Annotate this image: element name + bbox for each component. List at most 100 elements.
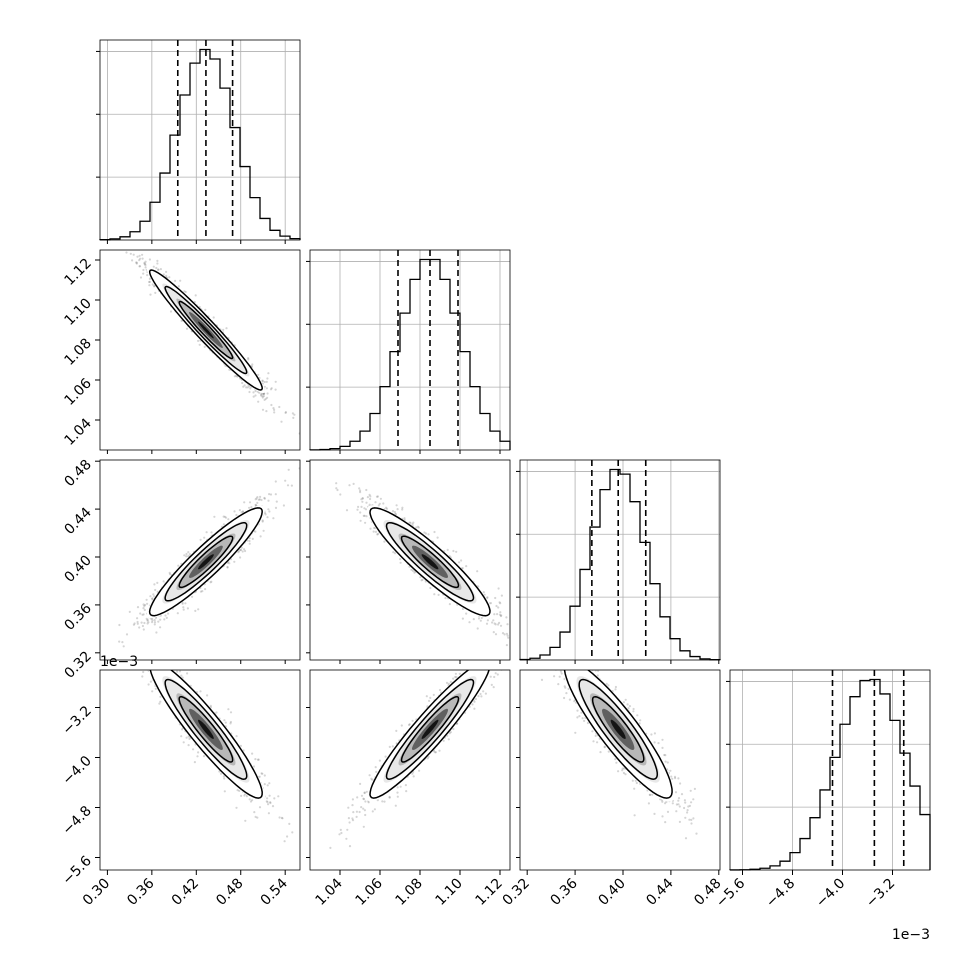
sample-point [465, 613, 467, 615]
sample-point [233, 510, 235, 512]
sample-point [249, 798, 251, 800]
sample-point [447, 549, 449, 551]
sample-point [476, 570, 478, 572]
sample-point [147, 661, 149, 663]
sample-point [167, 613, 169, 615]
sample-point [336, 489, 338, 491]
sample-point [203, 755, 205, 757]
sample-point [261, 393, 263, 395]
sample-point [267, 803, 269, 805]
sample-point [356, 509, 358, 511]
sample-point [215, 711, 217, 713]
sample-point [499, 601, 501, 603]
sample-point [259, 496, 261, 498]
sample-point [213, 516, 215, 518]
scatter-panel-3-2 [310, 460, 550, 668]
sample-point [241, 382, 243, 384]
sample-point [399, 558, 401, 560]
sample-point [280, 421, 282, 423]
sample-point [375, 531, 377, 533]
sample-point [233, 561, 235, 563]
sample-point [148, 281, 150, 283]
sample-point [141, 614, 143, 616]
sample-point [227, 708, 229, 710]
sample-point [187, 607, 189, 609]
sample-point [152, 283, 154, 285]
sample-point [243, 548, 245, 550]
sample-point [186, 328, 188, 330]
sample-point [547, 665, 549, 667]
sample-point [143, 622, 145, 624]
sample-point [292, 417, 294, 419]
sample-point [498, 622, 500, 624]
sample-point [279, 816, 281, 818]
sample-point [159, 701, 161, 703]
sample-point [468, 621, 470, 623]
sample-point [146, 274, 148, 276]
sample-point [412, 522, 414, 524]
sample-point [235, 514, 237, 516]
sample-point [179, 280, 181, 282]
sample-point [142, 273, 144, 275]
histogram-background [100, 40, 300, 240]
sample-point [240, 549, 242, 551]
sample-point [514, 635, 516, 637]
sample-point [165, 667, 167, 669]
sample-point [157, 269, 159, 271]
sample-point [490, 602, 492, 604]
sample-point [185, 555, 187, 557]
sample-point [364, 522, 366, 524]
sample-point [291, 485, 293, 487]
sample-point [165, 271, 167, 273]
sample-point [275, 507, 277, 509]
sample-point [177, 565, 179, 567]
sample-point [276, 501, 278, 503]
sample-point [226, 566, 228, 568]
sample-point [144, 609, 146, 611]
sample-point [278, 406, 280, 408]
sample-point [401, 507, 403, 509]
sample-point [200, 539, 202, 541]
sample-point [160, 268, 162, 270]
sample-point [396, 504, 398, 506]
histogram-panel-4 [726, 670, 930, 870]
sample-point [142, 269, 144, 271]
histogram-panel-1 [96, 40, 300, 240]
sample-point [288, 469, 290, 471]
sample-point [248, 391, 250, 393]
sample-point [255, 498, 257, 500]
sample-point [139, 612, 141, 614]
sample-point [493, 613, 495, 615]
sample-point [257, 401, 259, 403]
sample-point [335, 482, 337, 484]
sample-point [222, 329, 224, 331]
sample-point [129, 611, 131, 613]
sample-point [449, 603, 451, 605]
sample-point [272, 517, 274, 519]
sample-point [213, 316, 215, 318]
sample-point [206, 531, 208, 533]
sample-point [225, 327, 227, 329]
sample-point [195, 294, 197, 296]
sample-point [182, 606, 184, 608]
sample-point [465, 565, 467, 567]
sample-point [177, 612, 179, 614]
sample-point [145, 266, 147, 268]
sample-point [400, 562, 402, 564]
sample-point [154, 621, 156, 623]
sample-point [166, 617, 168, 619]
sample-point [181, 320, 183, 322]
sample-point [412, 570, 414, 572]
sample-point [159, 619, 161, 621]
sample-point [252, 538, 254, 540]
sample-point [264, 381, 266, 383]
sample-point [421, 579, 423, 581]
sample-point [486, 623, 488, 625]
sample-point [498, 587, 500, 589]
sample-point [262, 380, 264, 382]
sample-point [283, 504, 285, 506]
sample-point [458, 561, 460, 563]
sample-point [506, 623, 508, 625]
sample-point [204, 346, 206, 348]
sample-point [223, 777, 225, 779]
